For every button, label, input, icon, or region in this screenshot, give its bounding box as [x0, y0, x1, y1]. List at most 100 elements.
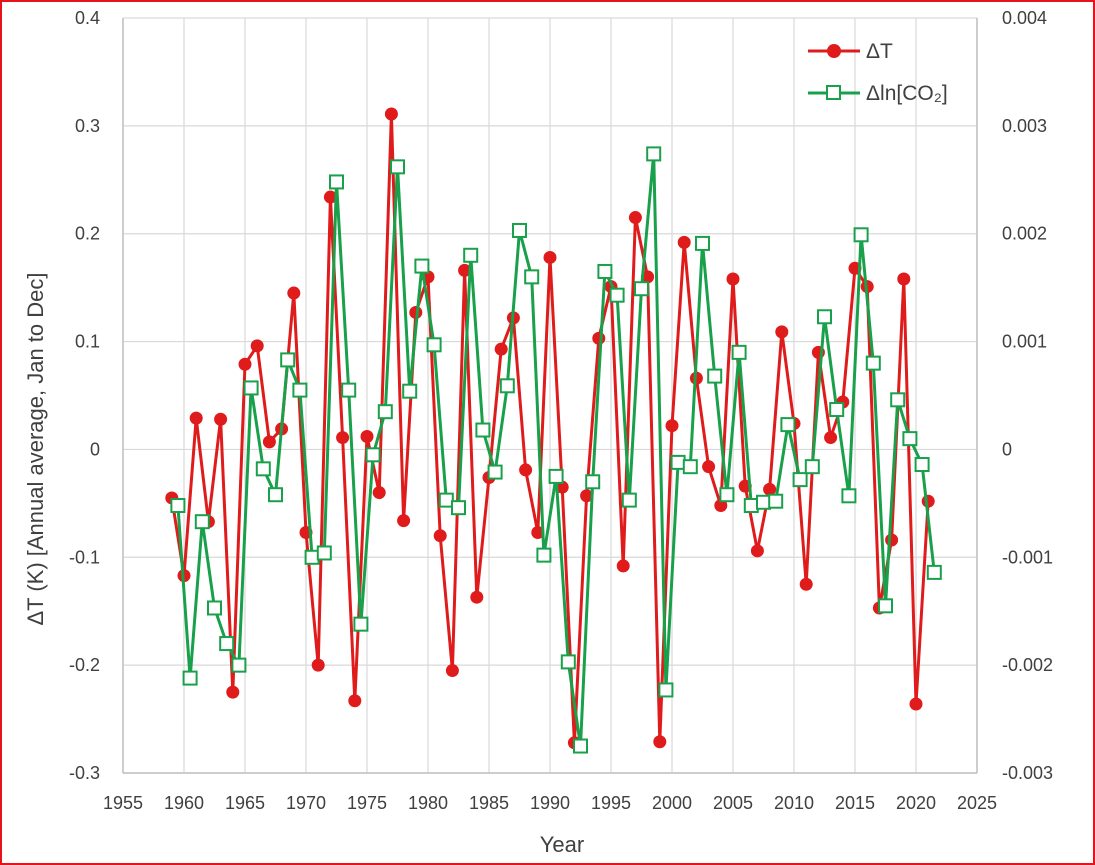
data-point-square — [487, 464, 503, 480]
data-point-square — [670, 454, 686, 470]
data-point-circle — [531, 525, 545, 539]
data-point-square — [170, 498, 186, 514]
data-point-circle — [238, 357, 252, 371]
tick-labels: 1955 1960 1965 1970 1975 1980 1985 1990 1995 2000… — [69, 8, 1053, 813]
x-tick-label: 1990 — [530, 793, 570, 813]
data-point-square — [329, 174, 344, 190]
data-point-square — [341, 382, 357, 398]
data-point-square — [829, 402, 845, 418]
data-point-circle — [543, 250, 557, 264]
legend-marker-dln-co2 — [826, 85, 841, 100]
x-tick-label: 2010 — [774, 793, 814, 813]
y-right-tick-label: -0.002 — [1002, 655, 1053, 675]
data-point-circle — [226, 685, 240, 699]
data-point-square — [780, 417, 796, 433]
x-tick-label: 1975 — [347, 793, 387, 813]
data-point-circle — [494, 342, 508, 356]
x-tick-label: 1985 — [469, 793, 509, 813]
y-right-tick-label: 0.004 — [1002, 8, 1047, 28]
data-point-square — [255, 461, 271, 477]
legend: ΔT Δln[CO₂] — [808, 40, 948, 105]
data-point-square — [743, 498, 759, 514]
y-right-tick-label: -0.003 — [1002, 763, 1053, 783]
data-point-circle — [714, 499, 728, 513]
data-point-circle — [445, 664, 459, 678]
data-point-square — [804, 459, 820, 475]
data-point-circle — [555, 480, 569, 494]
data-point-circle — [750, 544, 764, 558]
data-point-circle — [616, 559, 630, 573]
data-point-circle — [677, 235, 691, 249]
data-point-square — [377, 404, 393, 420]
legend-label-dln-co2: Δln[CO₂] — [866, 82, 948, 105]
data-point-circle — [519, 463, 533, 477]
data-point-square — [316, 545, 332, 561]
y-left-tick-label: 0 — [90, 439, 100, 459]
data-point-square — [548, 468, 564, 484]
x-tick-label: 1965 — [225, 793, 265, 813]
data-point-square — [695, 235, 710, 251]
data-point-circle — [250, 339, 264, 353]
data-point-square — [573, 738, 588, 754]
x-tick-label: 1955 — [103, 793, 143, 813]
data-point-square — [499, 378, 515, 394]
data-point-circle — [360, 429, 374, 443]
data-point-square — [926, 564, 942, 580]
axes — [122, 18, 978, 774]
y-right-tick-label: 0.003 — [1002, 116, 1047, 136]
data-point-square — [817, 309, 832, 325]
x-tick-label: 1980 — [408, 793, 448, 813]
data-point-circle — [653, 735, 667, 749]
data-point-square — [756, 494, 771, 510]
data-point-square — [219, 636, 235, 652]
data-point-square — [914, 457, 930, 473]
x-tick-label: 1970 — [286, 793, 326, 813]
data-point-square — [451, 500, 466, 516]
x-axis-title: Year — [540, 832, 584, 857]
data-point-square — [280, 352, 296, 368]
data-point-square — [646, 146, 662, 162]
data-point-square — [658, 682, 674, 698]
data-point-circle — [665, 419, 679, 433]
x-tick-label: 2005 — [713, 793, 753, 813]
data-point-circle — [458, 263, 472, 277]
data-point-circle — [592, 331, 606, 345]
x-tick-label: 2020 — [896, 793, 936, 813]
data-point-square — [207, 600, 222, 616]
series-dln-co2 — [170, 146, 942, 754]
y-axis-title: ΔT (K) [Annual average, Jan to Dec] — [23, 272, 48, 625]
y-left-tick-label: 0.3 — [75, 116, 100, 136]
data-point-square — [365, 447, 381, 463]
data-point-circle — [824, 431, 838, 445]
data-point-square — [682, 459, 698, 475]
data-point-circle — [384, 107, 398, 121]
data-point-circle — [336, 431, 350, 445]
data-point-square — [402, 383, 418, 399]
data-point-square — [243, 380, 259, 396]
data-point-circle — [470, 590, 484, 604]
data-point-square — [597, 263, 613, 279]
data-point-square — [853, 227, 869, 243]
data-point-circle — [214, 412, 228, 426]
data-point-square — [731, 344, 747, 360]
x-tick-label: 2025 — [957, 793, 997, 813]
data-point-square — [707, 368, 723, 384]
x-tick-label: 1995 — [591, 793, 631, 813]
data-point-square — [463, 247, 479, 263]
data-point-square — [719, 487, 735, 503]
data-point-square — [475, 422, 491, 438]
x-tick-label: 1960 — [164, 793, 204, 813]
data-point-circle — [397, 514, 411, 528]
data-point-square — [426, 337, 442, 353]
data-point-square — [390, 159, 405, 175]
x-tick-label: 2015 — [835, 793, 875, 813]
data-point-square — [634, 281, 649, 297]
data-point-square — [878, 598, 893, 614]
data-point-circle — [311, 658, 325, 672]
data-point-circle — [897, 272, 911, 286]
data-point-circle — [885, 533, 899, 547]
data-point-square — [182, 670, 198, 686]
y-right-tick-label: 0.001 — [1002, 332, 1047, 352]
data-point-circle — [702, 460, 716, 474]
data-point-circle — [799, 577, 813, 591]
